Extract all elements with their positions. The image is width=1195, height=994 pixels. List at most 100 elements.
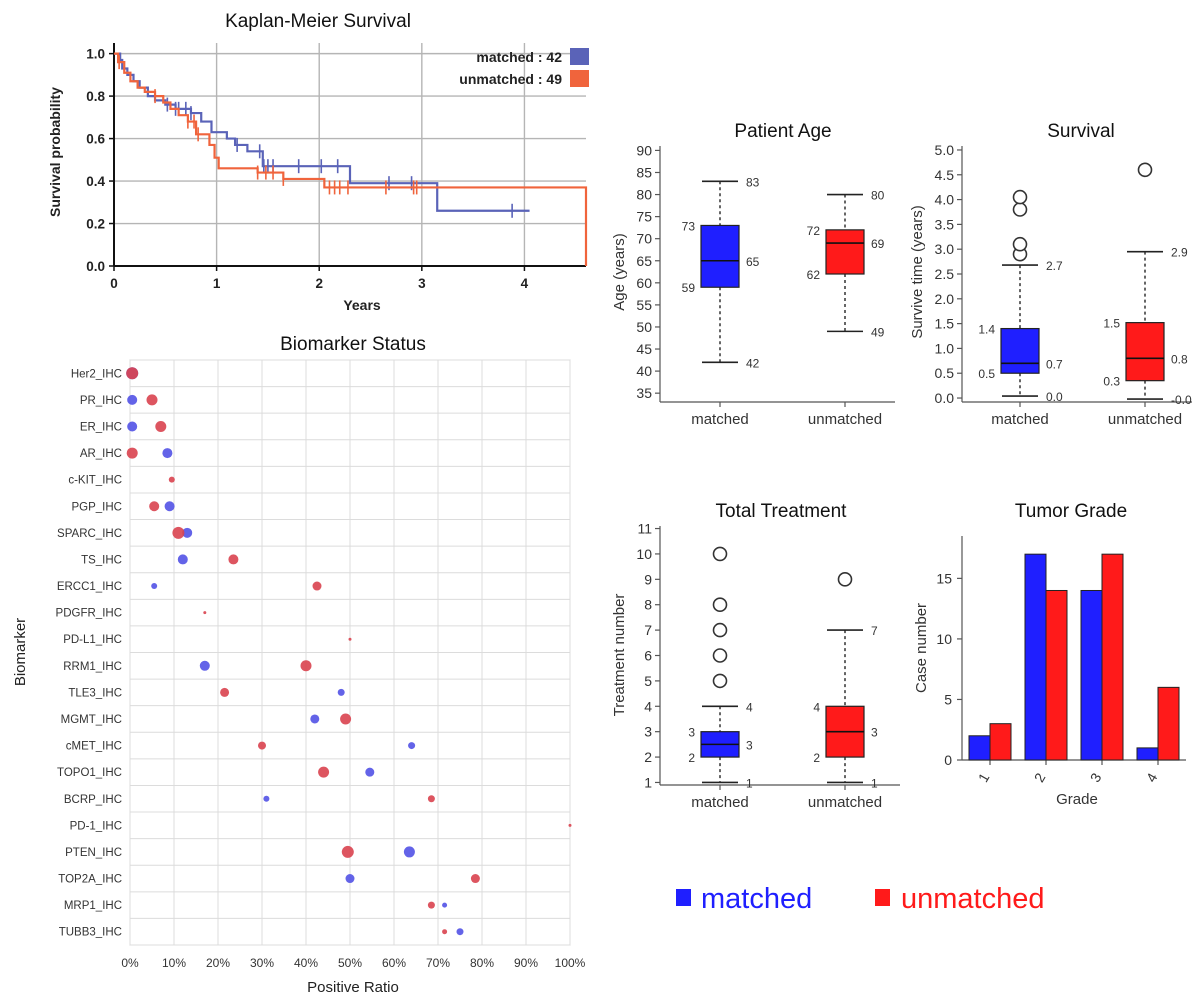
biomarker-label: PD-L1_IHC xyxy=(63,634,122,646)
x-tick-label: matched xyxy=(991,411,1049,428)
x-tick-label: matched xyxy=(691,411,749,428)
biomarker-label: MRP1_IHC xyxy=(64,900,122,912)
x-tick-label: unmatched xyxy=(1108,411,1182,428)
legend-unmatched-swatch xyxy=(875,889,890,906)
y-tick-label: 75 xyxy=(636,209,652,225)
outlier-point xyxy=(1012,236,1028,252)
q1-label: 62 xyxy=(807,268,821,282)
x-tick-label: 0 xyxy=(110,276,118,291)
y-tick-label: 1.0 xyxy=(86,47,105,62)
km-legend-matched-swatch xyxy=(570,48,589,65)
biomarker-label: TLE3_IHC xyxy=(68,687,122,699)
y-tick-label: 50 xyxy=(636,319,652,335)
biomarker-label: PTEN_IHC xyxy=(65,847,122,859)
y-tick-label: 0.5 xyxy=(935,365,955,381)
y-tick-label: 85 xyxy=(636,164,652,180)
y-tick-label: 0 xyxy=(944,752,952,768)
y-tick-label: 5.0 xyxy=(935,142,955,158)
scatter-point-matched xyxy=(127,394,138,405)
y-tick-label: 90 xyxy=(636,142,652,158)
median-label: 3 xyxy=(746,738,753,752)
scatter-point-unmatched xyxy=(168,476,175,483)
scatter-point-matched xyxy=(151,583,158,590)
chart-title: Kaplan-Meier Survival xyxy=(225,11,411,32)
scatter-point-unmatched xyxy=(258,741,266,750)
x-tick-label: 80% xyxy=(470,956,494,970)
x-tick-label: 40% xyxy=(294,956,318,970)
y-tick-label: 5 xyxy=(644,673,652,689)
q1-label: 2 xyxy=(813,751,820,765)
whisker-high-label: 2.9 xyxy=(1171,246,1188,260)
x-tick-label: 1 xyxy=(213,276,221,291)
scatter-point-unmatched xyxy=(427,901,435,909)
kaplan-meier-chart: Kaplan-Meier Survival 0.0 0.2 0.4 0.6 0.8 1.0 0… xyxy=(47,11,589,313)
y-tick-label: 0.6 xyxy=(86,132,105,147)
legend-unmatched-label: unmatched xyxy=(901,883,1045,915)
x-tick-label: 30% xyxy=(250,956,274,970)
chart-title: Tumor Grade xyxy=(1015,501,1127,522)
y-tick-label: 4.5 xyxy=(935,167,955,183)
y-tick-label: 1 xyxy=(644,774,652,790)
scatter-point-matched xyxy=(345,874,355,884)
scatter-point-matched xyxy=(263,795,270,802)
x-axis-label: Positive Ratio xyxy=(307,979,399,994)
y-tick-label: 11 xyxy=(637,521,652,537)
q3-label: 72 xyxy=(807,224,821,238)
bar-matched xyxy=(1136,747,1159,761)
median-label: 69 xyxy=(871,237,885,251)
y-tick-label: 0.4 xyxy=(86,174,105,189)
outlier-point xyxy=(1137,162,1153,178)
scatter-point-unmatched xyxy=(442,929,448,935)
x-tick-label: 2 xyxy=(1031,770,1049,785)
biomarker-label: TOPO1_IHC xyxy=(57,767,122,779)
biomarker-label: ER_IHC xyxy=(80,421,122,433)
y-tick-label: 0.2 xyxy=(86,217,105,232)
x-tick-label: 100% xyxy=(555,956,586,970)
y-tick-label: 9 xyxy=(644,571,652,587)
y-tick-label: 10 xyxy=(936,631,952,647)
y-tick-label: 40 xyxy=(636,363,652,379)
scatter-point-unmatched xyxy=(341,845,354,858)
scatter-point-unmatched xyxy=(126,447,138,459)
scatter-point-unmatched xyxy=(318,766,330,778)
bar-matched xyxy=(1080,589,1103,761)
x-tick-label: 10% xyxy=(162,956,186,970)
q1-label: 2 xyxy=(688,751,695,765)
y-tick-label: 15 xyxy=(936,570,952,586)
outlier-point xyxy=(712,622,728,638)
y-tick-label: 6 xyxy=(644,648,652,664)
biomarker-label: c-KIT_IHC xyxy=(68,475,122,487)
x-tick-label: 20% xyxy=(206,956,230,970)
scatter-point-matched xyxy=(177,554,188,565)
q1-label: 0.3 xyxy=(1103,375,1120,389)
x-tick-label: 60% xyxy=(382,956,406,970)
x-tick-label: unmatched xyxy=(808,794,882,811)
scatter-point-matched xyxy=(310,714,320,724)
scatter-point-unmatched xyxy=(312,581,322,591)
scatter-point-matched xyxy=(408,742,416,750)
survival-boxplot: Survival 0.0 0.5 1.0 1.5 2.0 2.5 3.0 3.5 4.0 4.5 5.… xyxy=(909,121,1192,428)
y-tick-label: 10 xyxy=(636,546,652,562)
whisker-low-label: 1 xyxy=(746,776,753,790)
scatter-point-matched xyxy=(127,421,138,432)
bar-matched xyxy=(968,735,991,761)
scatter-point-unmatched xyxy=(348,637,352,641)
x-tick-label: 3 xyxy=(418,276,426,291)
scatter-point-matched xyxy=(162,448,173,459)
scatter-point-unmatched xyxy=(149,501,160,512)
biomarker-label: TS_IHC xyxy=(81,554,122,566)
km-legend-unmatched-label: unmatched : 49 xyxy=(459,71,562,87)
bar-unmatched xyxy=(1101,553,1124,761)
scatter-point-matched xyxy=(442,902,448,908)
whisker-low-label: 0.0 xyxy=(1046,390,1063,404)
whisker-high-label: 83 xyxy=(746,175,760,189)
bar-unmatched xyxy=(1157,686,1180,761)
q3-label: 4 xyxy=(813,700,820,714)
scatter-point-matched xyxy=(337,688,345,696)
scatter-point-unmatched xyxy=(427,795,435,803)
y-tick-label: 45 xyxy=(636,341,652,357)
y-tick-label: 35 xyxy=(636,385,652,401)
biomarker-label: BCRP_IHC xyxy=(64,794,122,806)
